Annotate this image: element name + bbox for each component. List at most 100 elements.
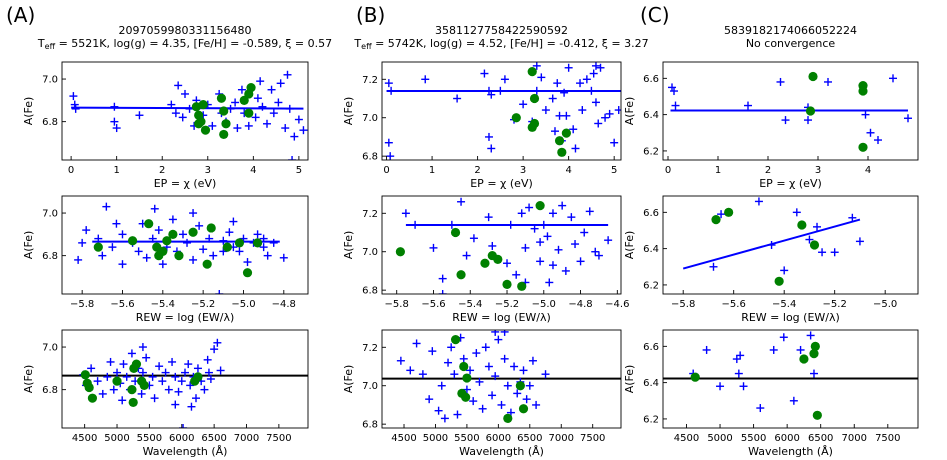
cross-marker <box>484 213 493 222</box>
cross-marker <box>604 236 613 245</box>
x-axis-label: EP = χ (eV) <box>759 177 822 190</box>
x-tick-label: 4 <box>865 165 871 176</box>
dot-marker <box>244 89 254 99</box>
plot-area <box>382 62 621 160</box>
dot-marker <box>690 372 700 382</box>
dot-marker <box>527 122 537 132</box>
cross-marker <box>200 385 209 394</box>
cross-marker <box>229 217 238 226</box>
cross-marker <box>243 258 252 267</box>
x-tick-label: 7000 <box>234 433 259 444</box>
cross-marker <box>78 238 87 247</box>
subplot-2: −5.8 −5.6 −5.4 −5.2 −5.0 −4.8 −4.6 6.8 7.0 7.2 REW… <box>342 195 629 324</box>
cross-marker <box>189 209 198 218</box>
cross-marker <box>118 260 127 269</box>
y-tick-label: 6.8 <box>362 420 378 431</box>
x-tick-label: 6500 <box>201 433 226 444</box>
cross-marker <box>237 85 246 94</box>
cross-marker <box>199 245 208 254</box>
cross-marker <box>866 128 875 137</box>
dot-marker <box>188 227 198 237</box>
cross-marker <box>522 395 531 404</box>
y-axis-label: A(Fe) <box>623 365 636 394</box>
y-tick-label: 6.8 <box>42 117 58 128</box>
dot-marker <box>174 251 184 261</box>
cross-marker <box>580 228 589 237</box>
cross-marker <box>215 290 224 294</box>
dot-marker <box>557 147 567 157</box>
cross-marker <box>406 366 415 375</box>
dot-marker <box>812 410 822 420</box>
dot-marker <box>450 335 461 345</box>
cross-marker <box>517 209 526 218</box>
cross-marker <box>171 400 180 409</box>
cross-marker <box>179 424 188 428</box>
cross-marker <box>158 260 167 269</box>
x-tick-label: 1 <box>715 165 721 176</box>
teff-symbol: T <box>353 37 361 50</box>
cross-marker <box>204 368 213 377</box>
cross-marker <box>605 109 614 118</box>
plot-area <box>382 196 621 294</box>
dot-marker <box>128 397 138 408</box>
cross-marker <box>469 397 478 406</box>
x-tick-label: −5.6 <box>722 299 746 310</box>
cross-marker <box>193 364 202 373</box>
cross-marker <box>447 343 456 352</box>
cross-marker <box>183 238 192 247</box>
x-axis-label: Wavelength (Å) <box>459 445 544 458</box>
subplot-3: 4500 5000 5500 6000 6500 7000 7500 6.8 7.0 7.2 Wav… <box>342 329 622 458</box>
dot-marker <box>168 229 178 239</box>
x-tick-label: 7500 <box>875 433 900 444</box>
y-tick-label: 6.4 <box>643 244 659 255</box>
dot-marker <box>206 223 216 233</box>
cross-marker <box>134 247 143 256</box>
cross-marker <box>560 88 569 97</box>
cross-marker <box>177 377 186 386</box>
cross-marker <box>87 364 96 373</box>
cross-marker <box>536 257 545 266</box>
cross-marker <box>148 234 157 243</box>
x-tick-label: 7000 <box>842 433 867 444</box>
dot-marker <box>234 238 245 248</box>
cross-marker <box>484 362 493 371</box>
cross-marker <box>110 102 119 111</box>
cross-marker <box>484 132 493 141</box>
y-tick-label: 7.2 <box>362 209 378 220</box>
cross-marker <box>475 377 484 386</box>
cross-marker <box>578 106 587 115</box>
cross-marker <box>103 372 112 381</box>
cross-marker <box>472 349 481 358</box>
subplot-1: 0 1 2 3 4 5 6.8 7.0 EP = χ (eV) A(Fe) <box>22 61 309 190</box>
cross-marker <box>564 63 573 72</box>
cross-marker <box>70 100 79 109</box>
x-tick-label: 2 <box>765 165 771 176</box>
cross-marker <box>276 79 285 88</box>
cross-marker <box>450 370 459 379</box>
cross-marker <box>754 197 763 206</box>
dot-marker <box>194 119 204 129</box>
cross-marker <box>494 335 503 344</box>
cross-marker <box>154 226 163 235</box>
dot-marker <box>127 385 137 395</box>
y-tick-label: 6.2 <box>643 146 659 157</box>
dot-marker <box>395 247 405 257</box>
cross-marker <box>525 203 534 212</box>
cross-marker <box>824 77 832 86</box>
cross-marker <box>281 124 290 133</box>
x-tick-label: 4500 <box>391 433 416 444</box>
teff-eq: = <box>55 37 71 50</box>
cross-marker <box>205 234 214 243</box>
x-tick-label: −5.2 <box>823 299 847 310</box>
cross-marker <box>206 375 215 383</box>
cross-marker <box>294 115 303 124</box>
cross-marker <box>258 102 267 111</box>
cross-marker <box>148 372 157 381</box>
cross-marker <box>186 381 195 390</box>
cross-marker <box>98 389 107 398</box>
axes-frame <box>61 329 309 429</box>
x-tick-label: 5 <box>296 165 302 176</box>
x-axis-label: EP = χ (eV) <box>470 177 533 190</box>
cross-marker <box>716 382 725 391</box>
teff-subscript: eff <box>361 42 372 51</box>
